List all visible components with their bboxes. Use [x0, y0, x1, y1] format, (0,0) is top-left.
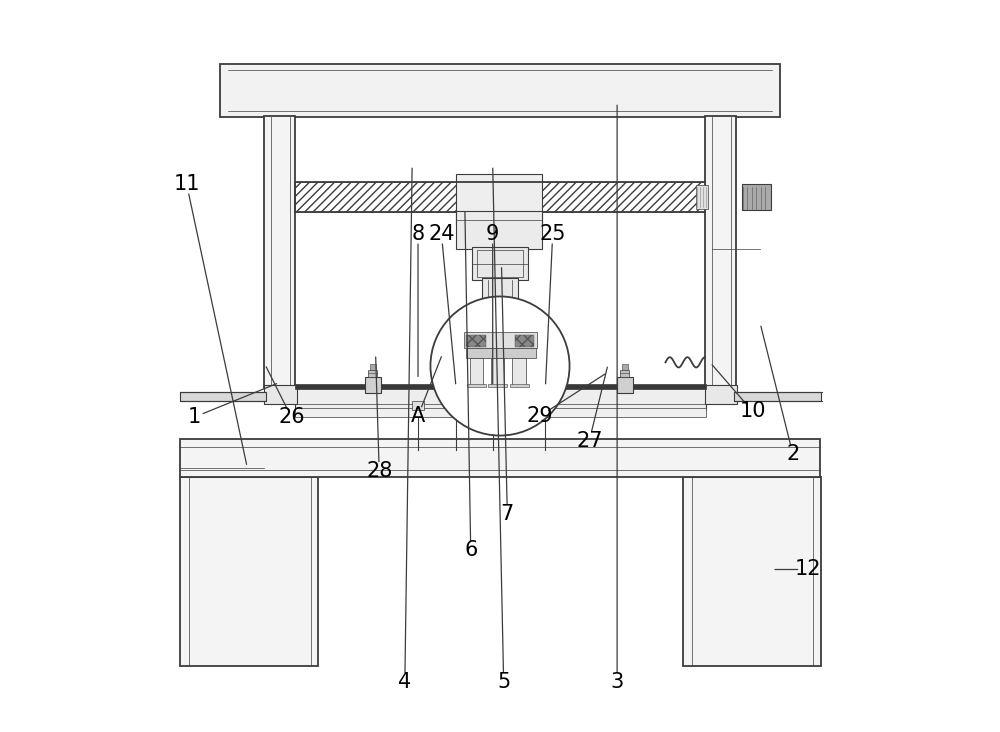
Bar	[488, 384, 507, 387]
Bar	[368, 370, 377, 377]
Text: 29: 29	[527, 406, 554, 426]
Bar	[180, 477, 318, 666]
Text: A: A	[411, 406, 425, 426]
Bar	[620, 370, 629, 377]
Text: 9: 9	[486, 224, 499, 244]
Bar	[180, 392, 266, 401]
Bar	[412, 401, 424, 410]
Bar	[742, 184, 771, 210]
Bar	[264, 116, 295, 388]
Bar	[542, 182, 705, 212]
Bar	[467, 384, 486, 387]
Bar	[295, 182, 460, 212]
Bar	[456, 174, 542, 225]
Text: 8: 8	[411, 224, 425, 244]
Bar	[470, 358, 483, 385]
Text: 2: 2	[786, 444, 799, 464]
Text: 3: 3	[610, 672, 624, 692]
Text: 27: 27	[576, 430, 603, 451]
Bar	[370, 364, 376, 370]
Text: 10: 10	[739, 401, 766, 422]
Bar	[295, 408, 706, 417]
Bar	[696, 185, 708, 209]
Text: 4: 4	[398, 672, 411, 692]
Bar	[264, 385, 297, 404]
Text: 25: 25	[539, 224, 566, 244]
Bar	[622, 364, 628, 370]
Bar	[705, 116, 736, 388]
Bar	[477, 250, 523, 277]
Bar	[488, 309, 512, 328]
Bar	[472, 247, 528, 280]
Circle shape	[430, 296, 570, 436]
Bar	[540, 401, 551, 410]
Bar	[466, 348, 536, 358]
Text: 11: 11	[173, 174, 200, 195]
Text: 5: 5	[497, 672, 510, 692]
Text: 1: 1	[187, 407, 201, 427]
Bar	[295, 388, 706, 410]
Bar	[734, 392, 821, 401]
Bar	[365, 377, 381, 393]
Text: 26: 26	[278, 407, 305, 427]
Bar	[683, 477, 821, 666]
Text: 28: 28	[366, 461, 392, 482]
Bar	[512, 358, 526, 385]
Bar	[180, 439, 820, 477]
Text: 6: 6	[464, 540, 477, 561]
Bar	[510, 384, 529, 387]
Bar	[617, 377, 633, 393]
Text: 12: 12	[794, 559, 821, 580]
Bar	[464, 332, 537, 348]
Text: 7: 7	[501, 504, 514, 524]
Bar	[295, 182, 705, 212]
Bar	[491, 358, 504, 385]
Bar	[295, 384, 706, 389]
Text: 24: 24	[428, 224, 455, 244]
Bar	[705, 385, 737, 404]
Bar	[466, 335, 486, 347]
Bar	[450, 401, 462, 410]
Bar	[515, 335, 534, 347]
Bar	[482, 278, 518, 310]
Bar	[487, 401, 499, 410]
Bar	[220, 64, 780, 117]
Bar	[456, 211, 542, 249]
